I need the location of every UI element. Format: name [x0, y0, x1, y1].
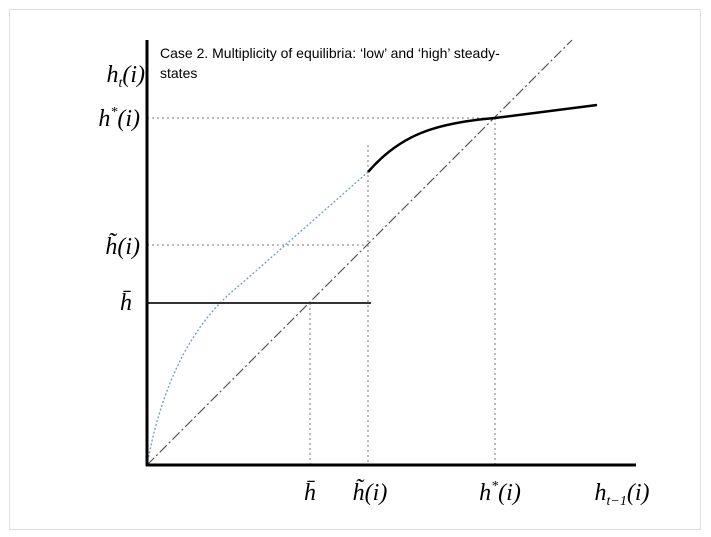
frame — [9, 9, 701, 530]
label-part: h — [98, 106, 110, 132]
y-axis-label: ht(i) — [106, 62, 145, 91]
y-tick-label: h̄ — [120, 290, 132, 316]
label-part: h — [479, 480, 491, 506]
x-tick-label: h̃(i) — [353, 478, 388, 506]
title-line: states — [160, 65, 197, 81]
label-part: (i) — [117, 106, 140, 132]
x-axis-label: ht−1(i) — [595, 480, 650, 509]
x-tick-label: h̄ — [304, 480, 316, 506]
label-part: * — [110, 105, 117, 120]
label-part: t — [118, 76, 123, 91]
45-degree-line — [146, 39, 573, 466]
y-tick-label: h*(i) — [98, 105, 140, 132]
label-part: t−1 — [607, 494, 627, 509]
label-part: * — [491, 479, 498, 494]
y-tick-label: h̃(i) — [105, 232, 140, 260]
label-part: (i) — [498, 480, 521, 506]
label-part: (i) — [122, 62, 145, 88]
label-part: h — [106, 62, 118, 88]
high-branch-curve — [367, 103, 598, 173]
title-line: Case 2. Multiplicity of equilibria: ‘low… — [160, 45, 500, 61]
label-part: h — [595, 480, 607, 506]
label-part: (i) — [627, 480, 650, 506]
x-tick-label: h*(i) — [479, 479, 521, 506]
low-branch-curve — [146, 171, 369, 466]
